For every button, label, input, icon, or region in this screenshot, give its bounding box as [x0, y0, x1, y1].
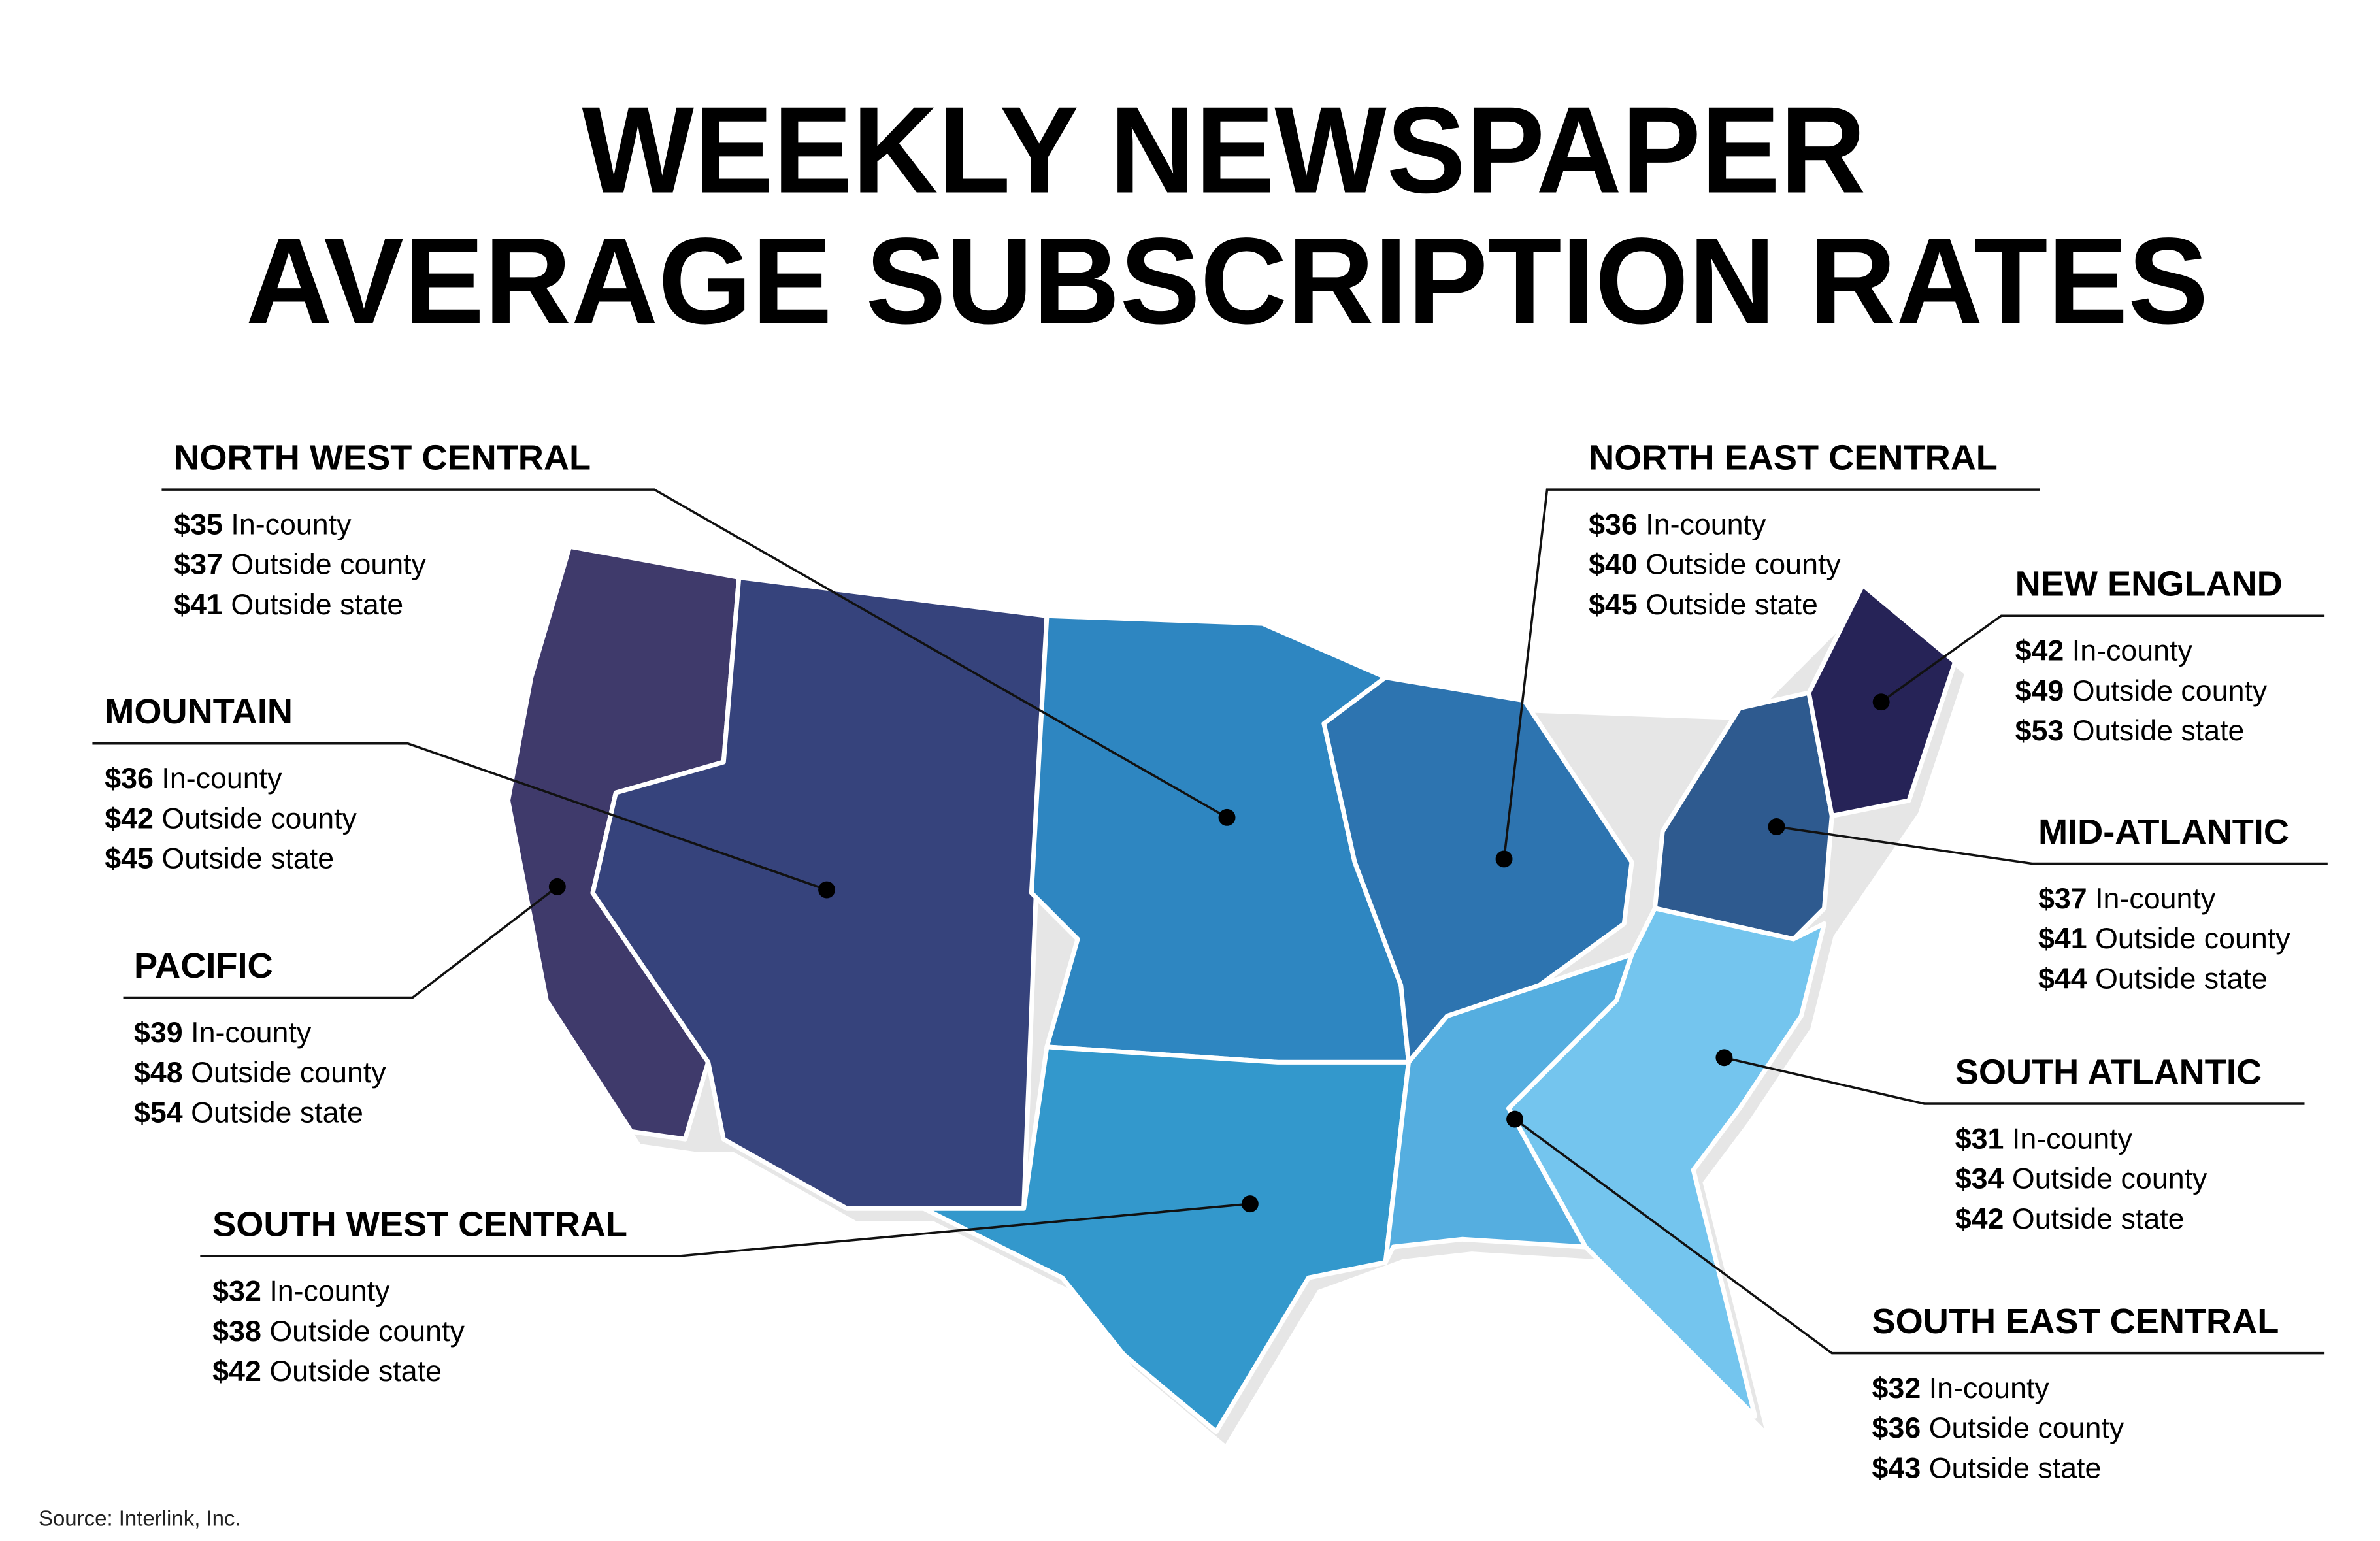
rate-price: $43: [1872, 1451, 1921, 1484]
callout-line: [161, 488, 1228, 819]
rate-label: In-county: [231, 508, 352, 540]
callout-dot: [1872, 693, 1890, 711]
region-name: NORTH WEST CENTRAL: [174, 438, 591, 477]
rate-price: $36: [105, 762, 154, 795]
rate-price: $48: [134, 1056, 183, 1089]
region-name: MID-ATLANTIC: [2038, 812, 2289, 852]
region-name: NORTH EAST CENTRAL: [1589, 438, 1998, 477]
region-ne-central: [1321, 674, 1634, 1065]
region-sw-central: [921, 1044, 1412, 1434]
rate-price: $54: [134, 1096, 183, 1129]
rate-price: $34: [1955, 1163, 2004, 1195]
rate-label: Outside county: [1645, 548, 1841, 581]
region-name: NEW ENGLAND: [2015, 565, 2283, 604]
rate-price: $37: [174, 548, 223, 581]
rate-label: Outside state: [1929, 1451, 2102, 1484]
rate-price: $36: [1589, 508, 1638, 540]
rate-label: In-county: [2072, 635, 2193, 667]
rate-price: $32: [1872, 1372, 1921, 1404]
rate-label: Outside state: [2012, 1202, 2185, 1235]
rate-label: In-county: [1645, 508, 1766, 540]
map: [505, 544, 1964, 1444]
callout-dot: [1506, 1110, 1523, 1128]
callout-line: [1513, 1118, 2325, 1355]
rate-price: $49: [2015, 674, 2064, 707]
rate-label: Outside county: [2095, 922, 2290, 955]
rate-label: Outside county: [2072, 674, 2268, 707]
rate-price: $31: [1955, 1122, 2004, 1155]
rate-label: Outside county: [269, 1315, 465, 1348]
region-name: MOUNTAIN: [105, 692, 293, 731]
callout-dot: [1218, 808, 1236, 826]
rate-label: In-county: [1929, 1372, 2050, 1404]
rate-price: $39: [134, 1016, 183, 1049]
callout-line: [1724, 1056, 2305, 1105]
rate-label: Outside state: [191, 1096, 363, 1129]
rate-label: In-county: [161, 762, 282, 795]
title-line: AVERAGE SUBSCRIPTION RATES: [246, 212, 2208, 350]
region-name: SOUTH ATLANTIC: [1955, 1052, 2262, 1091]
callout-dot: [818, 881, 836, 899]
rate-price: $35: [174, 508, 223, 540]
callout-line: [1776, 825, 2328, 865]
source: Source: Interlink, Inc.: [39, 1506, 241, 1530]
rate-label: Outside county: [1929, 1412, 2124, 1444]
callout-line: [200, 1202, 1251, 1257]
rate-label: Outside county: [2012, 1163, 2207, 1195]
rate-label: Outside state: [231, 588, 403, 621]
rate-price: $45: [105, 842, 154, 875]
rate-price: $44: [2038, 962, 2087, 995]
rate-label: In-county: [2012, 1122, 2133, 1155]
callout-line: [1502, 488, 2040, 859]
callout-line: [1880, 614, 2325, 703]
rate-price: $37: [2038, 882, 2087, 915]
rate-price: $45: [1589, 588, 1638, 621]
rate-label: Outside county: [161, 802, 357, 835]
rate-price: $42: [2015, 635, 2064, 667]
region-name: SOUTH EAST CENTRAL: [1872, 1302, 2279, 1341]
callout-line: [92, 742, 827, 891]
region-name: PACIFIC: [134, 946, 273, 986]
rate-label: In-county: [191, 1016, 312, 1049]
rate-label: Outside state: [269, 1355, 442, 1387]
rate-price: $41: [2038, 922, 2087, 955]
title-line: WEEKLY NEWSPAPER: [582, 80, 1866, 218]
rate-label: Outside county: [191, 1056, 386, 1089]
callout-line: [123, 886, 558, 999]
rate-price: $53: [2015, 714, 2064, 747]
rate-price: $40: [1589, 548, 1638, 581]
rate-label: Outside state: [2072, 714, 2245, 747]
callout-dot: [1715, 1049, 1733, 1067]
rate-price: $42: [212, 1355, 261, 1387]
callouts: NORTH WEST CENTRAL$35 In-county$37 Outside…: [92, 438, 2328, 1484]
callout-dot: [548, 878, 566, 895]
rate-price: $36: [1872, 1412, 1921, 1444]
region-south-atlantic: [1506, 906, 1827, 1419]
rate-label: Outside state: [1645, 588, 1818, 621]
rate-label: In-county: [2095, 882, 2216, 915]
rate-price: $41: [174, 588, 223, 621]
rate-price: $38: [212, 1315, 261, 1348]
region-name: SOUTH WEST CENTRAL: [212, 1205, 627, 1244]
rate-label: Outside state: [2095, 962, 2268, 995]
rate-price: $32: [212, 1275, 261, 1308]
callout-dot: [1495, 850, 1513, 868]
rate-price: $42: [1955, 1202, 2004, 1235]
rate-label: Outside state: [161, 842, 334, 875]
rate-label: Outside county: [231, 548, 426, 581]
rate-label: In-county: [269, 1275, 390, 1308]
callout-dot: [1241, 1195, 1259, 1213]
rate-price: $42: [105, 802, 154, 835]
callout-dot: [1768, 818, 1785, 835]
